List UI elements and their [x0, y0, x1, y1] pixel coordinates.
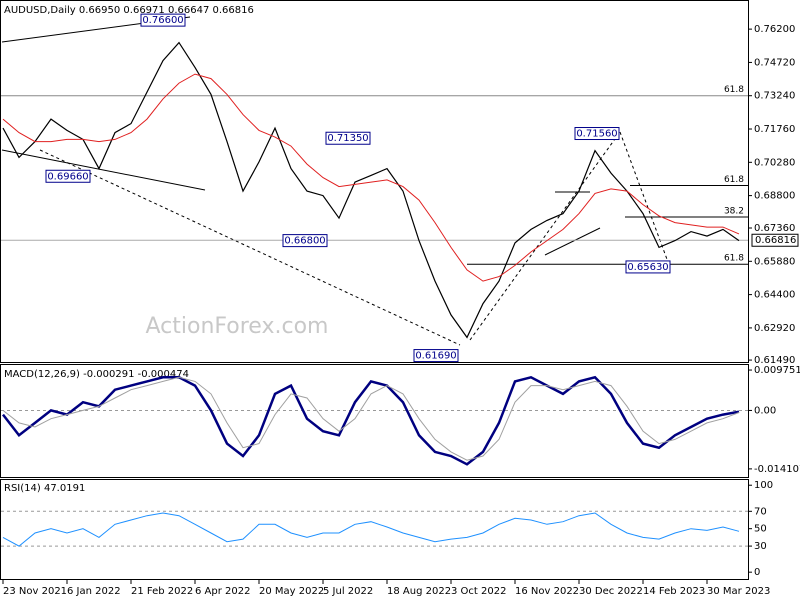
- x-tick-label: 20 May 2022: [259, 586, 324, 597]
- price-annotation-box: [140, 13, 186, 27]
- y-tick-label: 0.67360: [754, 223, 795, 234]
- price-annotation-box: [625, 260, 671, 274]
- fib-label: 38.2: [724, 206, 744, 216]
- trendline: [1, 149, 206, 191]
- price-annotation-box: [574, 127, 620, 141]
- y-tick-label: 70: [754, 506, 767, 517]
- y-tick-label: 0.70280: [754, 157, 795, 168]
- price-annotation: 0.65630: [627, 262, 668, 273]
- y-tick-label: 0.76200: [754, 24, 795, 35]
- price-annotation-box: [282, 234, 328, 248]
- current-price-box: [751, 233, 799, 247]
- x-tick-label: 23 Nov 2021: [3, 586, 67, 597]
- x-tick-label: 3 Oct 2022: [451, 586, 506, 597]
- y-tick-label: 0.73240: [754, 91, 795, 102]
- x-tick-label: 5 Jul 2022: [323, 586, 373, 597]
- fib-label: 61.8: [724, 85, 744, 95]
- y-tick-label: 0.68800: [754, 191, 795, 202]
- x-tick-label: 18 Aug 2022: [387, 586, 451, 597]
- fib-label: 61.8: [724, 254, 744, 264]
- rsi-title: RSI(14) 47.0191: [4, 483, 85, 494]
- y-tick-label: 0.009751: [754, 365, 800, 376]
- price-annotation-box: [325, 131, 371, 145]
- fib-label: 61.8: [724, 175, 744, 185]
- price-annotation: 0.71350: [327, 133, 368, 144]
- x-tick-label: 6 Jan 2022: [67, 586, 121, 597]
- x-tick-label: 14 Feb 2023: [643, 586, 705, 597]
- y-tick-label: 30: [754, 541, 767, 552]
- x-tick-label: 30 Dec 2022: [579, 586, 643, 597]
- y-tick-label: 0.62920: [754, 323, 795, 334]
- y-tick-label: 0.71760: [754, 124, 795, 135]
- indicator-line: [2, 73, 740, 282]
- rsi-panel: [0, 479, 749, 580]
- indicator-line: [2, 376, 740, 461]
- price-annotation-box: [413, 349, 459, 363]
- watermark: ActionForex.com: [146, 314, 329, 339]
- y-tick-label: 0.64400: [754, 290, 795, 301]
- price-annotation: 0.76600: [142, 15, 183, 26]
- indicator-line: [2, 375, 740, 466]
- trendline: [544, 227, 601, 256]
- price-annotation: 0.71560: [576, 129, 617, 140]
- x-tick-label: 16 Nov 2022: [515, 586, 579, 597]
- x-tick-label: 21 Feb 2022: [131, 586, 193, 597]
- x-tick-label: 6 Apr 2022: [195, 586, 250, 597]
- chart-title: AUDUSD,Daily 0.66950 0.66971 0.66647 0.6…: [4, 5, 254, 16]
- y-tick-label: 0.74720: [754, 57, 795, 68]
- y-tick-label: 0.00: [754, 405, 776, 416]
- y-tick-label: -0.014107: [754, 464, 800, 475]
- y-tick-label: 50: [754, 524, 767, 535]
- current-price-label: 0.66816: [755, 235, 796, 246]
- x-tick-label: 30 Mar 2023: [707, 586, 770, 597]
- indicator-line: [2, 512, 740, 547]
- y-tick-label: 0.61490: [754, 355, 795, 366]
- price-line: [2, 41, 740, 339]
- macd-title: MACD(12,26,9) -0.000291 -0.000474: [4, 369, 189, 380]
- y-tick-label: 0.65880: [754, 256, 795, 267]
- price-annotation-box: [45, 169, 91, 183]
- y-tick-label: 0: [754, 567, 760, 578]
- price-annotation: 0.66800: [284, 236, 325, 247]
- price-annotation: 0.69660: [47, 171, 88, 182]
- price-annotation: 0.61690: [415, 351, 456, 362]
- trendline: [39, 149, 461, 346]
- trendline: [469, 131, 621, 341]
- y-tick-label: 100: [754, 480, 773, 491]
